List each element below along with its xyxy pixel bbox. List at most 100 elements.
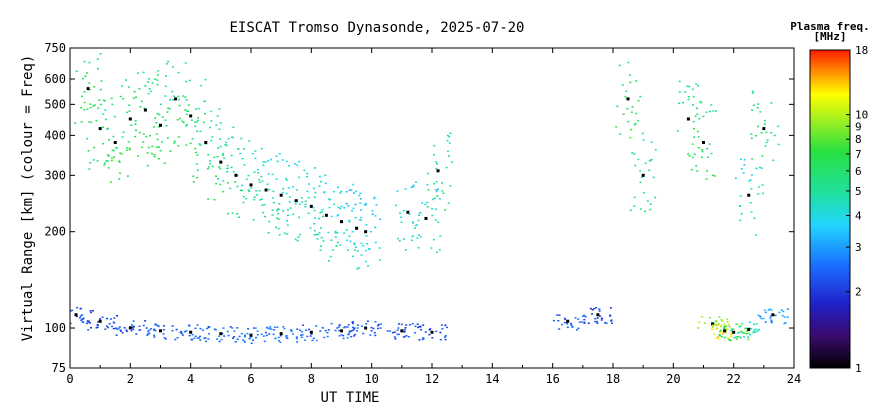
echo-mark — [605, 322, 608, 324]
echo-mark — [125, 329, 128, 331]
colorbar-tick-label: 7 — [855, 148, 862, 161]
echo-mark — [206, 168, 209, 170]
echo-mark — [146, 164, 149, 167]
echo-mark — [589, 307, 592, 310]
echo-mark — [151, 152, 154, 155]
echo-mark — [701, 149, 704, 151]
echo-mark — [81, 320, 84, 323]
echo-mark — [750, 133, 753, 135]
echo-mark — [166, 137, 169, 139]
echo-mark — [723, 336, 726, 339]
echo-mark — [276, 326, 279, 328]
echo-mark — [70, 322, 72, 325]
echo-mark — [449, 132, 452, 135]
echo-mark — [192, 181, 195, 183]
echo-mark — [292, 186, 294, 188]
echo-mark — [564, 318, 567, 321]
echo-mark — [426, 172, 429, 175]
echo-mark — [240, 332, 243, 335]
echo-mark — [203, 337, 206, 339]
echo-mark — [318, 185, 321, 187]
echo-mark — [435, 330, 438, 333]
echo-mark — [627, 61, 630, 64]
echo-mark — [90, 121, 93, 124]
echo-mark — [687, 153, 690, 155]
echo-mark — [282, 326, 285, 328]
echo-mark — [583, 314, 586, 317]
echo-mark — [144, 85, 147, 87]
echo-mark — [290, 328, 293, 331]
echo-mark — [757, 193, 760, 195]
echo-mark — [365, 224, 368, 226]
echo-mark — [412, 185, 415, 188]
echo-mark — [316, 233, 319, 236]
echo-mark — [359, 202, 362, 204]
echo-mark — [90, 311, 93, 314]
echo-mark — [171, 325, 174, 327]
echo-mark — [219, 167, 222, 170]
echo-mark — [102, 126, 104, 128]
echo-mark — [216, 338, 219, 340]
echo-mark — [696, 130, 699, 133]
echo-mark — [713, 333, 716, 336]
echo-mark — [154, 117, 157, 119]
echo-mark — [151, 145, 154, 148]
echo-mark — [86, 72, 89, 74]
echo-mark — [353, 242, 356, 244]
echo-mark — [113, 322, 116, 324]
echo-mark — [313, 229, 316, 232]
echo-mark — [396, 190, 399, 192]
echo-mark — [417, 247, 420, 249]
echo-mark — [148, 88, 151, 90]
echo-mark — [374, 215, 377, 217]
echo-mark — [130, 324, 133, 326]
echo-mark — [442, 192, 445, 194]
echo-mark — [350, 335, 353, 338]
echo-mark — [298, 160, 301, 163]
echo-mark — [126, 147, 129, 149]
echo-mark — [725, 329, 728, 331]
echo-mark — [64, 309, 66, 311]
x-tick-label: 22 — [726, 372, 740, 386]
echo-mark — [434, 189, 437, 191]
echo-mark — [600, 319, 603, 321]
echo-mark — [712, 110, 715, 112]
echo-mark — [446, 134, 449, 137]
echo-mark — [633, 196, 636, 199]
echo-mark — [353, 327, 356, 330]
echo-mark — [594, 320, 597, 323]
echo-mark — [609, 314, 612, 316]
echo-mark — [218, 335, 221, 337]
echo-mark — [434, 219, 437, 221]
echo-mark — [318, 217, 321, 220]
echo-mark — [412, 222, 414, 224]
echo-mark — [134, 120, 137, 122]
echo-mark — [312, 206, 315, 209]
echo-mark — [696, 113, 699, 115]
echo-mark — [177, 136, 180, 138]
echo-mark — [306, 175, 309, 178]
echo-mark — [370, 330, 373, 332]
echo-mark — [364, 249, 367, 252]
echo-mark — [202, 121, 205, 124]
y-tick-label: 100 — [44, 321, 66, 335]
echo-mark — [169, 150, 172, 152]
echo-mark — [293, 163, 296, 165]
echo-mark — [265, 334, 268, 337]
echo-mark — [231, 327, 234, 329]
echo-mark — [374, 241, 377, 244]
echo-mark — [289, 207, 292, 209]
echo-mark — [696, 107, 698, 109]
echo-mark — [436, 251, 439, 253]
echo-mark — [233, 330, 236, 332]
echo-mark — [439, 331, 442, 334]
echo-mark — [104, 162, 106, 164]
echo-mark — [282, 210, 285, 212]
echo-mark — [558, 314, 561, 316]
echo-mark — [232, 126, 235, 128]
echo-mark — [630, 111, 633, 113]
echo-mark — [127, 86, 130, 88]
echo-mark — [707, 156, 709, 158]
echo-mark — [313, 196, 316, 198]
